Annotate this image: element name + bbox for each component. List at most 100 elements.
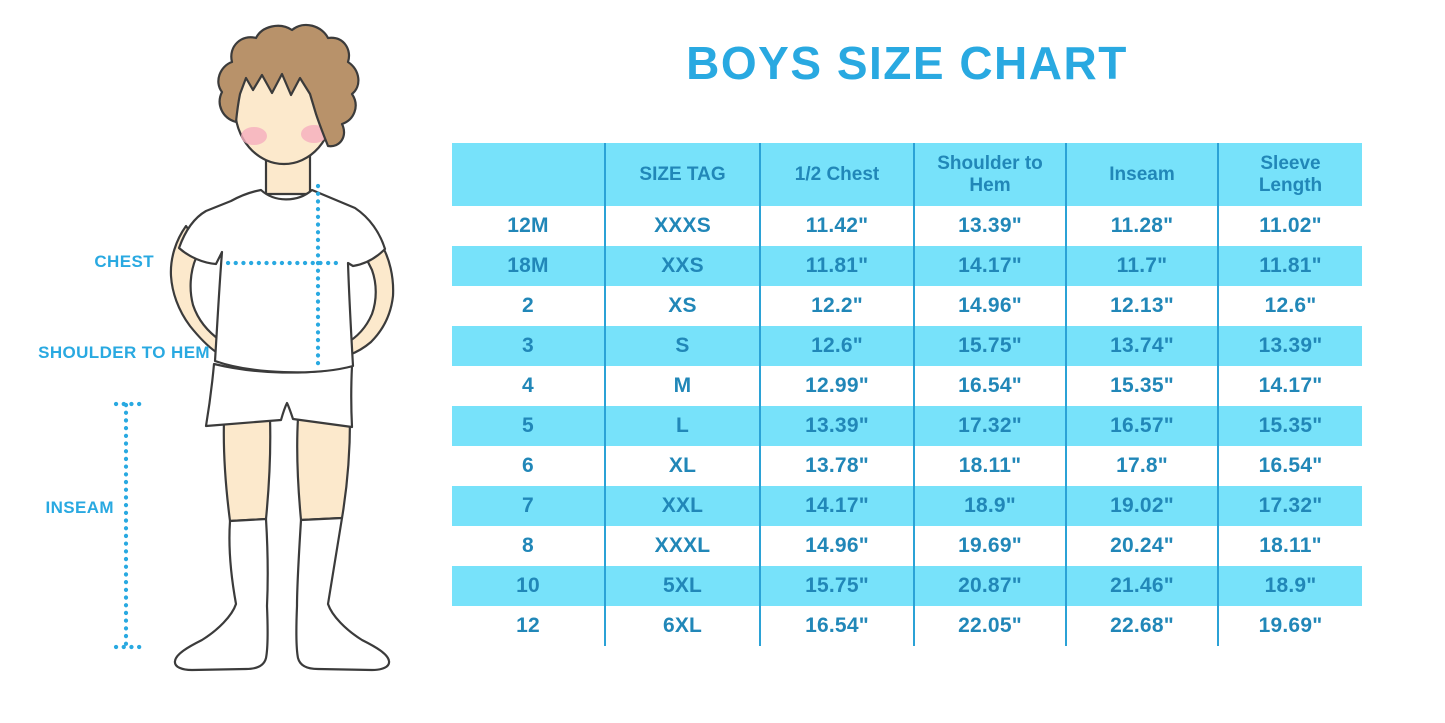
measurement-figure: CHEST SHOULDER TO HEM INSEAM (0, 0, 452, 723)
table-row: 4 M 12.99" 16.54" 15.35" 14.17" (452, 366, 1362, 406)
table-cell: XXXL (605, 526, 761, 566)
table-cell: 14.17" (760, 486, 915, 526)
table-cell: 11.7" (1066, 246, 1219, 286)
table-cell: 16.54" (914, 366, 1067, 406)
table-cell: 15.35" (1218, 406, 1362, 446)
table-cell: 19.69" (914, 526, 1067, 566)
table-cell: 6XL (605, 606, 761, 646)
table-row: 2 XS 12.2" 14.96" 12.13" 12.6" (452, 286, 1362, 326)
table-cell: 18M (452, 246, 606, 286)
table-cell: 7 (452, 486, 606, 526)
table-cell: 19.69" (1258, 614, 1323, 637)
table-cell: 16.54" (1258, 454, 1323, 477)
table-row: 18M XXS 11.81" 14.17" 11.7" 11.81" (452, 246, 1362, 286)
table-cell: 19.02" (1066, 486, 1219, 526)
table-cell: 16.57" (1066, 406, 1219, 446)
table-cell: XXS (605, 246, 761, 286)
table-row: 8 XXXL 14.96" 19.69" 20.24" 18.11" (452, 526, 1362, 566)
arms (169, 224, 395, 357)
table-cell: 21.46" (1066, 566, 1219, 606)
column-header: 1/2 Chest (760, 143, 915, 206)
table-cell: 11.02" (1259, 214, 1322, 237)
measurement-lines (113, 183, 344, 650)
socks (173, 516, 391, 672)
table-cell: XXL (605, 486, 761, 526)
table-cell: 13.74" (1066, 326, 1219, 366)
column-header: Sleeve Length (1218, 143, 1362, 206)
table-cell: 5 (452, 406, 606, 446)
t-shirt (177, 188, 387, 374)
table-cell: 12M (452, 206, 606, 246)
table-cell: M (605, 366, 761, 406)
table-cell: 13.78" (760, 446, 915, 486)
table-cell: 10 (452, 566, 606, 606)
table-cell: 18.9" (914, 486, 1067, 526)
boy-illustration (113, 23, 395, 672)
column-header: SIZE TAG (605, 143, 761, 206)
inseam-label: INSEAM (45, 498, 114, 517)
table-cell: S (605, 326, 761, 366)
table-cell: 2 (452, 286, 606, 326)
table-cell: 12.6" (760, 326, 915, 366)
size-table: SIZE TAG 1/2 Chest Shoulder to Hem Inseam Sl… (452, 143, 1362, 646)
table-row: 3 S 12.6" 15.75" 13.74" 13.39" (452, 326, 1362, 366)
table-cell: 17.32" (914, 406, 1067, 446)
table-cell: 15.35" (1066, 366, 1219, 406)
header-row: SIZE TAG 1/2 Chest Shoulder to Hem Inseam Sl… (452, 143, 1362, 206)
table-row: 5 L 13.39" 17.32" 16.57" 15.35" (452, 406, 1362, 446)
table-cell: XL (605, 446, 761, 486)
table-cell: 14.17" (1258, 374, 1323, 397)
table-cell: 17.8" (1066, 446, 1219, 486)
table-cell: 22.68" (1066, 606, 1219, 646)
shoulder-to-hem-label: SHOULDER TO HEM (38, 343, 210, 362)
table-cell: 12.2" (760, 286, 915, 326)
column-header: Shoulder to Hem (914, 143, 1067, 206)
blush-left (241, 127, 267, 145)
table-cell: 14.96" (914, 286, 1067, 326)
chest-label: CHEST (94, 252, 154, 271)
table-cell: 16.54" (760, 606, 915, 646)
table-cell: L (605, 406, 761, 446)
table-cell: 11.81" (760, 246, 915, 286)
column-header (452, 143, 606, 206)
shorts (204, 362, 354, 429)
table-cell: 13.39" (914, 206, 1067, 246)
table-cell: 8 (452, 526, 606, 566)
hair (217, 23, 360, 148)
table-cell: 20.87" (914, 566, 1067, 606)
table-cell: 15.75" (760, 566, 915, 606)
table-cell: 12 (452, 606, 606, 646)
table-cell: 18.11" (1259, 534, 1322, 557)
table-cell: 12.6" (1264, 294, 1317, 317)
table-cell: 12.99" (760, 366, 915, 406)
table-cell: 12.13" (1066, 286, 1219, 326)
table-row: 12 6XL 16.54" 22.05" 22.68" 19.69" (452, 606, 1362, 646)
table-cell: 11.42" (760, 206, 915, 246)
table-cell: 20.24" (1066, 526, 1219, 566)
table-cell: XS (605, 286, 761, 326)
table-cell: XXXS (605, 206, 761, 246)
table-cell: 5XL (605, 566, 761, 606)
table-row: 12M XXXS 11.42" 13.39" 11.28" 11.02" (452, 206, 1362, 246)
legs (222, 416, 352, 523)
table-cell: 18.11" (914, 446, 1067, 486)
table-cell: 13.39" (1218, 326, 1362, 366)
table-row: 7 XXL 14.17" 18.9" 19.02" 17.32" (452, 486, 1362, 526)
table-cell: 15.75" (914, 326, 1067, 366)
page-title: BOYS SIZE CHART (686, 37, 1128, 89)
table-cell: 18.9" (1218, 566, 1362, 606)
table-row: 6 XL 13.78" 18.11" 17.8" 16.54" (452, 446, 1362, 486)
table-cell: 22.05" (914, 606, 1067, 646)
table-cell: 17.32" (1218, 486, 1362, 526)
table-cell: 13.39" (760, 406, 915, 446)
table-row: 10 5XL 15.75" 20.87" 21.46" 18.9" (452, 566, 1362, 606)
table-cell: 14.96" (760, 526, 915, 566)
table-cell: 11.81" (1218, 246, 1362, 286)
table-cell: 4 (452, 366, 606, 406)
table-cell: 11.28" (1066, 206, 1219, 246)
head (217, 23, 360, 166)
table-cell: 3 (452, 326, 606, 366)
table-cell: 6 (452, 446, 606, 486)
column-header: Inseam (1066, 143, 1219, 206)
